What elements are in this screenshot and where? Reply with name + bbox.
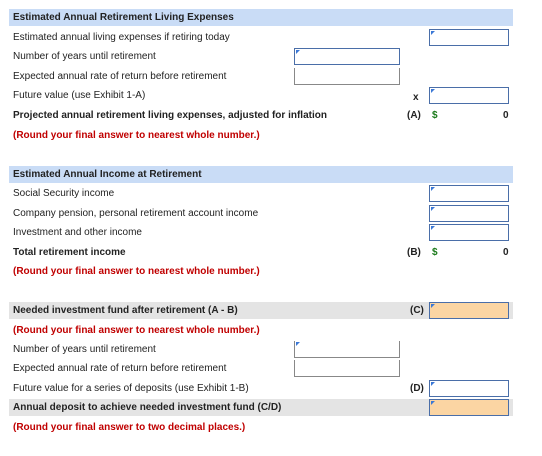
future-value-deposits-label: Future value for a series of deposits (u… <box>13 383 249 394</box>
income-round-note-text: (Round your final answer to nearest whol… <box>13 266 260 277</box>
annual-deposit-row: Annual deposit to achieve needed investm… <box>9 399 513 416</box>
social-security-input[interactable] <box>429 185 509 202</box>
living-expenses-label: Estimated annual living expenses if reti… <box>13 32 230 43</box>
expenses-section-header: Estimated Annual Retirement Living Expen… <box>9 9 513 26</box>
input-marker-icon <box>296 50 300 54</box>
input-marker-icon <box>431 401 435 405</box>
rate-of-return-label: Expected annual rate of return before re… <box>13 71 227 82</box>
future-value-label: Future value (use Exhibit 1-A) <box>13 90 146 101</box>
income-row-investment: Investment and other income <box>9 224 513 241</box>
input-marker-icon <box>431 382 435 386</box>
input-marker-icon <box>431 187 435 191</box>
deposit-round-note-text: (Round your final answer to two decimal … <box>13 422 246 433</box>
expense-row-future-value: Future value (use Exhibit 1-A) x <box>9 87 513 104</box>
needed-round-note: (Round your final answer to nearest whol… <box>9 322 513 339</box>
projected-expenses-value: 0 <box>503 110 509 121</box>
annual-deposit-input[interactable] <box>429 399 509 416</box>
income-round-note: (Round your final answer to nearest whol… <box>9 263 513 280</box>
future-value-input[interactable] <box>429 87 509 104</box>
income-row-pension: Company pension, personal retirement acc… <box>9 205 513 222</box>
needed-rate-left-edge <box>294 360 295 377</box>
needed-row-rate: Expected annual rate of return before re… <box>9 360 513 377</box>
expense-row-years: Number of years until retirement <box>9 48 513 65</box>
expense-row-rate: Expected annual rate of return before re… <box>9 68 513 85</box>
income-header-label: Estimated Annual Income at Retirement <box>13 169 202 180</box>
pension-income-label: Company pension, personal retirement acc… <box>13 208 259 219</box>
letter-a-label: (A) <box>407 110 421 121</box>
input-marker-icon <box>431 207 435 211</box>
expenses-header-label: Estimated Annual Retirement Living Expen… <box>13 12 234 23</box>
needed-fund-label: Needed investment fund after retirement … <box>13 305 238 316</box>
input-marker-icon <box>296 342 300 346</box>
years-until-retirement-label: Number of years until retirement <box>13 51 156 62</box>
total-income-row: Total retirement income (B) $ 0 <box>9 244 513 261</box>
needed-row-future-value: Future value for a series of deposits (u… <box>9 380 513 397</box>
expense-row-living-expenses: Estimated annual living expenses if reti… <box>9 29 513 46</box>
annual-deposit-label: Annual deposit to achieve needed investm… <box>13 402 282 413</box>
pension-income-input[interactable] <box>429 205 509 222</box>
projected-expenses-label: Projected annual retirement living expen… <box>13 110 327 121</box>
letter-b-label: (B) <box>407 247 421 258</box>
needed-years-input[interactable] <box>294 357 400 358</box>
income-section-header: Estimated Annual Income at Retirement <box>9 166 513 183</box>
rate-of-return-input[interactable] <box>294 84 400 85</box>
social-security-label: Social Security income <box>13 188 115 199</box>
rate-field-left-edge <box>294 68 295 85</box>
needed-years-left-edge <box>294 341 295 358</box>
living-expenses-input[interactable] <box>429 29 509 46</box>
letter-c-label: (C) <box>410 305 424 316</box>
needed-round-note-text: (Round your final answer to nearest whol… <box>13 325 260 336</box>
currency-symbol: $ <box>432 110 438 121</box>
future-value-deposits-input[interactable] <box>429 380 509 397</box>
needed-fund-row: Needed investment fund after retirement … <box>9 302 513 319</box>
projected-expenses-row: Projected annual retirement living expen… <box>9 107 513 124</box>
multiply-sign: x <box>413 92 419 103</box>
needed-row-years: Number of years until retirement <box>9 341 513 358</box>
rate-field-right-edge <box>399 68 400 85</box>
input-marker-icon <box>431 31 435 35</box>
deposit-round-note: (Round your final answer to two decimal … <box>9 419 513 436</box>
expenses-round-note-text: (Round your final answer to nearest whol… <box>13 130 260 141</box>
needed-rate-right-edge <box>399 360 400 377</box>
years-until-retirement-input[interactable] <box>294 48 400 65</box>
needed-rate-input[interactable] <box>294 376 400 377</box>
input-marker-icon <box>431 89 435 93</box>
needed-years-right-edge <box>399 341 400 358</box>
needed-fund-input[interactable] <box>429 302 509 319</box>
letter-d-label: (D) <box>410 383 424 394</box>
income-row-social-security: Social Security income <box>9 185 513 202</box>
needed-years-label: Number of years until retirement <box>13 344 156 355</box>
total-income-label: Total retirement income <box>13 247 126 258</box>
currency-symbol: $ <box>432 247 438 258</box>
input-marker-icon <box>431 304 435 308</box>
expenses-round-note: (Round your final answer to nearest whol… <box>9 127 513 144</box>
input-marker-icon <box>431 226 435 230</box>
investment-income-label: Investment and other income <box>13 227 142 238</box>
total-income-value: 0 <box>503 247 509 258</box>
investment-income-input[interactable] <box>429 224 509 241</box>
needed-rate-label: Expected annual rate of return before re… <box>13 363 227 374</box>
